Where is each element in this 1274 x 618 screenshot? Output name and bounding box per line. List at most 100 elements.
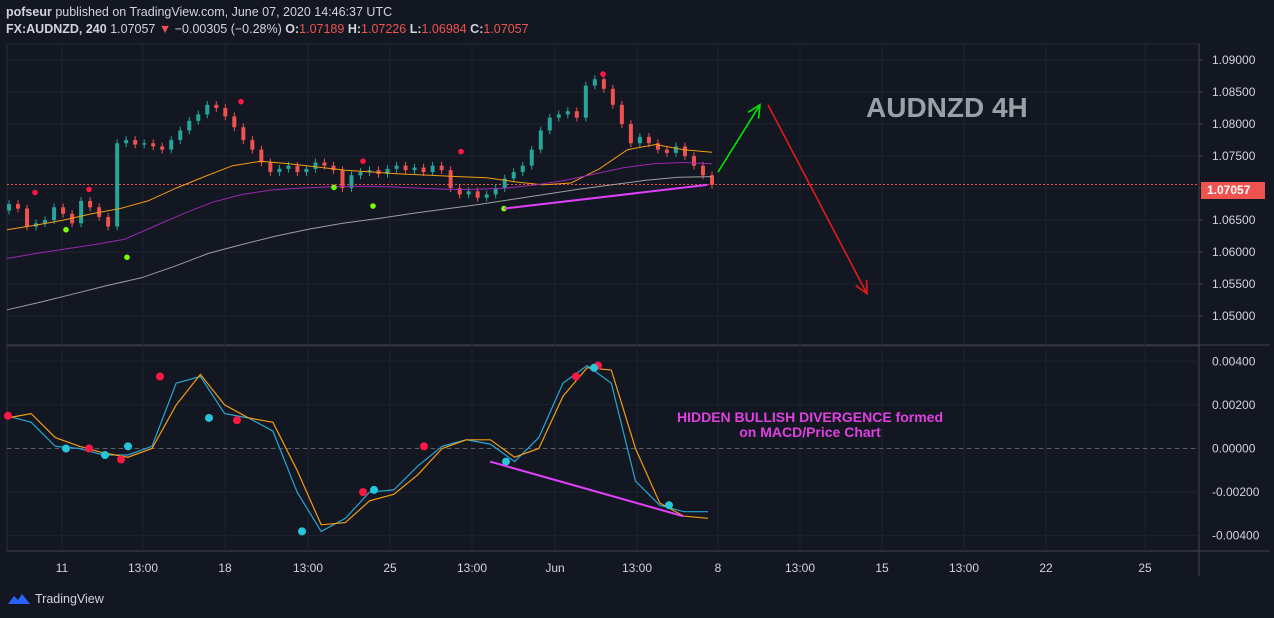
candle-body <box>106 216 111 227</box>
macd-bull-cross-dot <box>101 451 109 460</box>
candle-body <box>655 143 660 150</box>
price-tick-label: 1.06500 <box>1212 213 1256 227</box>
macd-bear-cross-dot <box>117 455 125 464</box>
candle-body <box>421 167 426 173</box>
x-tick-label: 13:00 <box>293 561 323 575</box>
red-arrow-shaft <box>767 104 868 295</box>
price-change: −0.00305 (−0.28%) <box>174 22 282 36</box>
candle-body <box>133 140 138 145</box>
macd-bear-cross-dot <box>156 372 164 381</box>
x-tick-label: 15 <box>875 561 889 575</box>
macd-tick-label: 0.00200 <box>1212 398 1256 412</box>
candle-body <box>574 111 579 118</box>
symbol-legend: FX:AUDNZD, 240 1.07057 ▼ −0.00305 (−0.28… <box>6 22 529 36</box>
candle-body <box>475 191 480 198</box>
candle-body <box>124 140 129 144</box>
candle-body <box>223 108 228 117</box>
fractal-up-dot <box>86 186 92 193</box>
candle-body <box>691 156 696 166</box>
fractal-up-dot <box>458 148 464 155</box>
candle-body <box>232 116 237 128</box>
candle-body <box>214 104 219 109</box>
x-tick-label: 13:00 <box>622 561 652 575</box>
candle-body <box>151 143 156 147</box>
candle-body <box>556 114 561 118</box>
candle-body <box>710 175 714 185</box>
candle-body <box>592 79 597 86</box>
candle-body <box>385 168 390 175</box>
x-tick-label: 11 <box>56 561 69 575</box>
divergence-note: HIDDEN BULLISH DIVERGENCE formed on MACD… <box>610 410 1010 440</box>
macd-bear-cross-dot <box>420 442 428 451</box>
macd-bull-cross-dot <box>590 363 598 372</box>
candle-body <box>583 85 588 118</box>
candle-body <box>682 146 687 157</box>
candle-body <box>493 188 498 195</box>
candle-body <box>340 170 345 189</box>
candle-body <box>16 204 21 209</box>
divergence-note-line2: on MACD/Price Chart <box>739 424 881 440</box>
candle-body <box>322 162 327 166</box>
candle-body <box>484 194 489 198</box>
author-name[interactable]: pofseur <box>6 5 52 19</box>
green-arrow <box>717 103 761 173</box>
macd-bull-cross-dot <box>665 501 673 510</box>
candle-body <box>160 146 165 150</box>
high-value: 1.07226 <box>361 22 407 36</box>
candle-body <box>367 170 372 173</box>
macd-bear-cross-dot <box>85 444 93 453</box>
candle-body <box>601 79 606 89</box>
symbol-label[interactable]: FX:AUDNZD, 240 <box>6 22 107 36</box>
candle-body <box>196 114 201 121</box>
macd-bull-cross-dot <box>62 444 70 453</box>
x-tick-label: 13:00 <box>128 561 158 575</box>
open-value: 1.07189 <box>299 22 345 36</box>
candle-body <box>277 168 282 173</box>
ma-mid-line <box>6 161 713 259</box>
candle-body <box>349 175 354 189</box>
tradingview-logo[interactable]: TradingView <box>8 592 104 606</box>
low-value: 1.06984 <box>421 22 467 36</box>
candle-body <box>439 165 444 171</box>
candle-body <box>7 204 11 211</box>
x-tick-label: Jun <box>545 561 564 575</box>
candle-body <box>610 88 615 105</box>
candle-body <box>565 111 570 115</box>
price-panel <box>6 43 1200 346</box>
candle-body <box>241 127 246 141</box>
green-arrow-shaft <box>717 104 761 173</box>
candle-body <box>25 208 30 227</box>
candle-body <box>313 162 318 169</box>
candle-body <box>457 188 462 195</box>
candle-body <box>286 165 291 169</box>
x-tick-label: 22 <box>1039 561 1053 575</box>
candle-body <box>61 207 66 214</box>
close-label: C: <box>470 22 484 36</box>
fractal-down-dot <box>370 203 376 209</box>
candle-body <box>52 207 57 221</box>
high-label: H: <box>347 22 362 36</box>
macd-divergence-line <box>489 460 684 518</box>
low-label: L: <box>409 22 422 36</box>
candle-body <box>511 172 516 179</box>
candle-body <box>430 165 435 173</box>
macd-tick-label: -0.00200 <box>1212 485 1260 499</box>
down-triangle-icon: ▼ <box>158 22 172 36</box>
candle-body <box>547 117 552 131</box>
price-tick-label: 1.05000 <box>1212 309 1256 323</box>
publish-text: published on TradingView.com, June 07, 2… <box>55 5 393 19</box>
candle-body <box>673 146 678 153</box>
candle-body <box>115 143 120 227</box>
candle-body <box>646 136 651 144</box>
candle-body <box>268 162 273 173</box>
candle-body <box>502 178 507 189</box>
candle-body <box>331 165 336 171</box>
candle-body <box>529 149 534 166</box>
fractal-down-dot <box>331 184 337 191</box>
candle-body <box>538 130 543 150</box>
green-arrow-head <box>747 103 761 119</box>
candle-body <box>79 200 84 224</box>
candle-body <box>637 136 642 144</box>
candle-body <box>358 172 363 176</box>
